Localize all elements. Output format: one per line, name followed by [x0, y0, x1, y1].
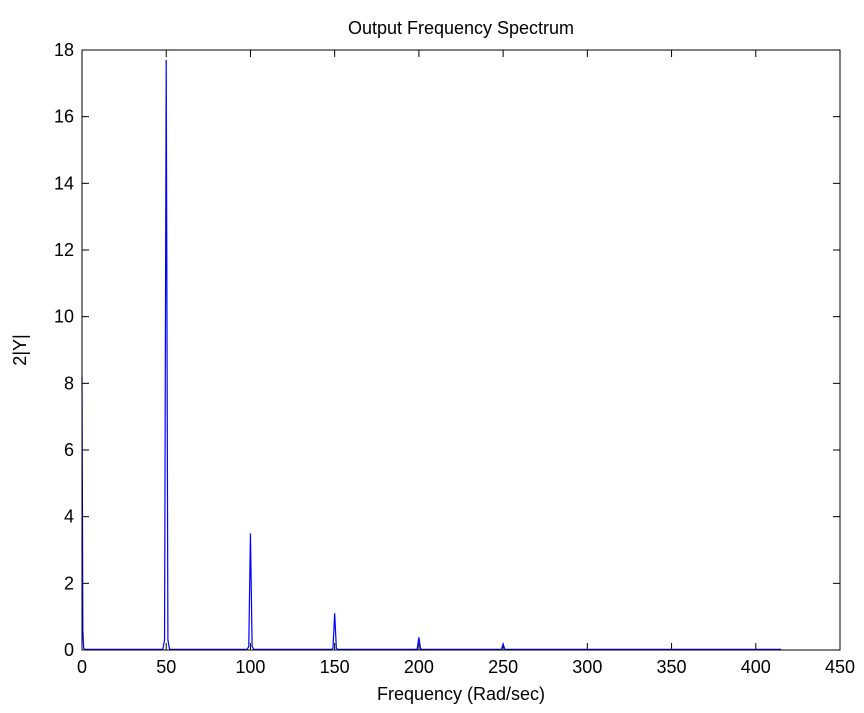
x-axis-label: Frequency (Rad/sec) — [377, 684, 545, 704]
x-tick-label: 150 — [320, 657, 350, 677]
y-tick-label: 0 — [64, 640, 74, 660]
spectrum-line — [81, 59, 782, 650]
x-tick-label: 300 — [572, 657, 602, 677]
chart-title: Output Frequency Spectrum — [348, 18, 574, 38]
x-tick-label: 350 — [657, 657, 687, 677]
ticks-layer: 0 50 100 150 200 250 300 350 400 450 0 2 4 6 8 10 12 14 16… — [54, 40, 855, 677]
y-tick-label: 8 — [64, 373, 74, 393]
y-axis-label: 2|Y| — [10, 334, 30, 365]
y-tick-label: 4 — [64, 507, 74, 527]
y-tick-label: 14 — [54, 173, 74, 193]
x-tick-label: 100 — [235, 657, 265, 677]
x-tick-label: 250 — [488, 657, 518, 677]
x-tick-label: 450 — [825, 657, 855, 677]
y-tick-label: 10 — [54, 307, 74, 327]
y-tick-label: 2 — [64, 573, 74, 593]
plot-frame — [81, 49, 841, 651]
y-tick-label: 16 — [54, 107, 74, 127]
x-tick-label: 0 — [77, 657, 87, 677]
x-tick-label: 50 — [156, 657, 176, 677]
x-tick-label: 400 — [741, 657, 771, 677]
x-tick-label: 200 — [404, 657, 434, 677]
plot-area — [82, 50, 840, 650]
y-tick-label: 6 — [64, 440, 74, 460]
y-tick-label: 18 — [54, 40, 74, 60]
y-tick-label: 12 — [54, 240, 74, 260]
